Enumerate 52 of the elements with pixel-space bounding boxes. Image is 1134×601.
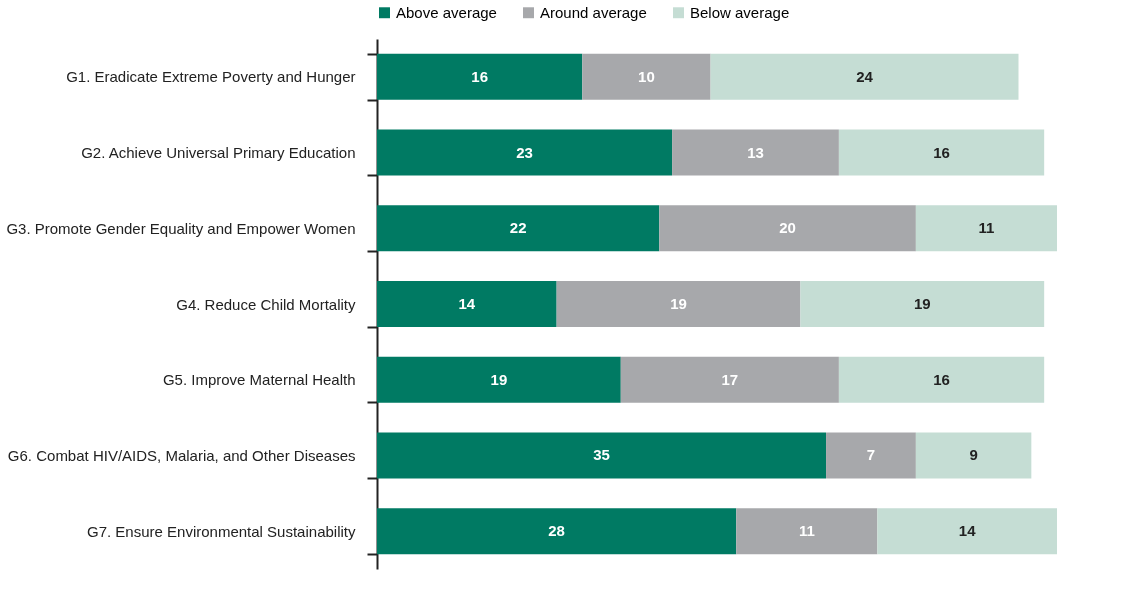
data-label: 22: [509, 219, 527, 237]
data-label: 14: [958, 522, 977, 540]
data-label: 11: [978, 219, 995, 237]
bar: [838, 129, 1045, 176]
data-label: 16: [933, 143, 950, 161]
bar: [915, 205, 1057, 252]
data-label: 20: [779, 219, 796, 237]
data-label: 23: [516, 143, 533, 161]
data-label: 9: [969, 446, 978, 464]
y-tick-label: G7. Ensure Environmental Sustainability: [87, 522, 356, 540]
bar: [620, 356, 839, 403]
bar: [556, 281, 801, 327]
y-tick-label: G3. Promote Gender Equality and Empower Women: [6, 219, 356, 237]
legend-label: Around average: [540, 3, 647, 21]
data-label: 13: [747, 143, 764, 161]
bar: [915, 432, 1032, 479]
bar: [377, 205, 660, 252]
data-label: 17: [721, 370, 739, 388]
data-label: 19: [913, 295, 931, 312]
bar: [877, 508, 1057, 555]
bar: [826, 432, 916, 479]
bar: [377, 432, 827, 479]
bar: [582, 53, 711, 100]
data-label: 14: [458, 295, 476, 312]
bar: [377, 129, 673, 176]
legend-label: Above average: [396, 3, 497, 21]
bar: [838, 356, 1045, 403]
data-label: 19: [670, 295, 687, 312]
data-label: 7: [866, 446, 876, 464]
bar: [710, 53, 1019, 100]
y-tick-label: G1. Eradicate Extreme Poverty and Hunger: [66, 68, 356, 86]
bar: [377, 53, 583, 100]
bar: [377, 281, 557, 327]
data-label: 10: [638, 67, 655, 85]
data-label: 19: [490, 370, 508, 388]
y-tick-label: G6. Combat HIV/AIDS, Malaria, and Other Diseases: [7, 446, 356, 464]
data-label: 11: [798, 522, 815, 540]
bar: [736, 508, 878, 555]
bar: [800, 281, 1045, 327]
data-label: 35: [593, 446, 610, 464]
data-label: 28: [548, 522, 565, 540]
legend-label: Below average: [690, 3, 790, 21]
bar: [377, 508, 737, 555]
y-tick-label: G2. Achieve Universal Primary Education: [81, 144, 356, 162]
bar: [672, 129, 839, 176]
data-label: 24: [856, 67, 874, 85]
bar: [377, 356, 621, 403]
y-tick-label: G5. Improve Maternal Health: [162, 371, 356, 389]
data-label: 16: [471, 67, 488, 85]
data-label: 16: [933, 370, 950, 388]
bar: [659, 205, 916, 252]
y-tick-label: G4. Reduce Child Mortality: [176, 295, 356, 313]
